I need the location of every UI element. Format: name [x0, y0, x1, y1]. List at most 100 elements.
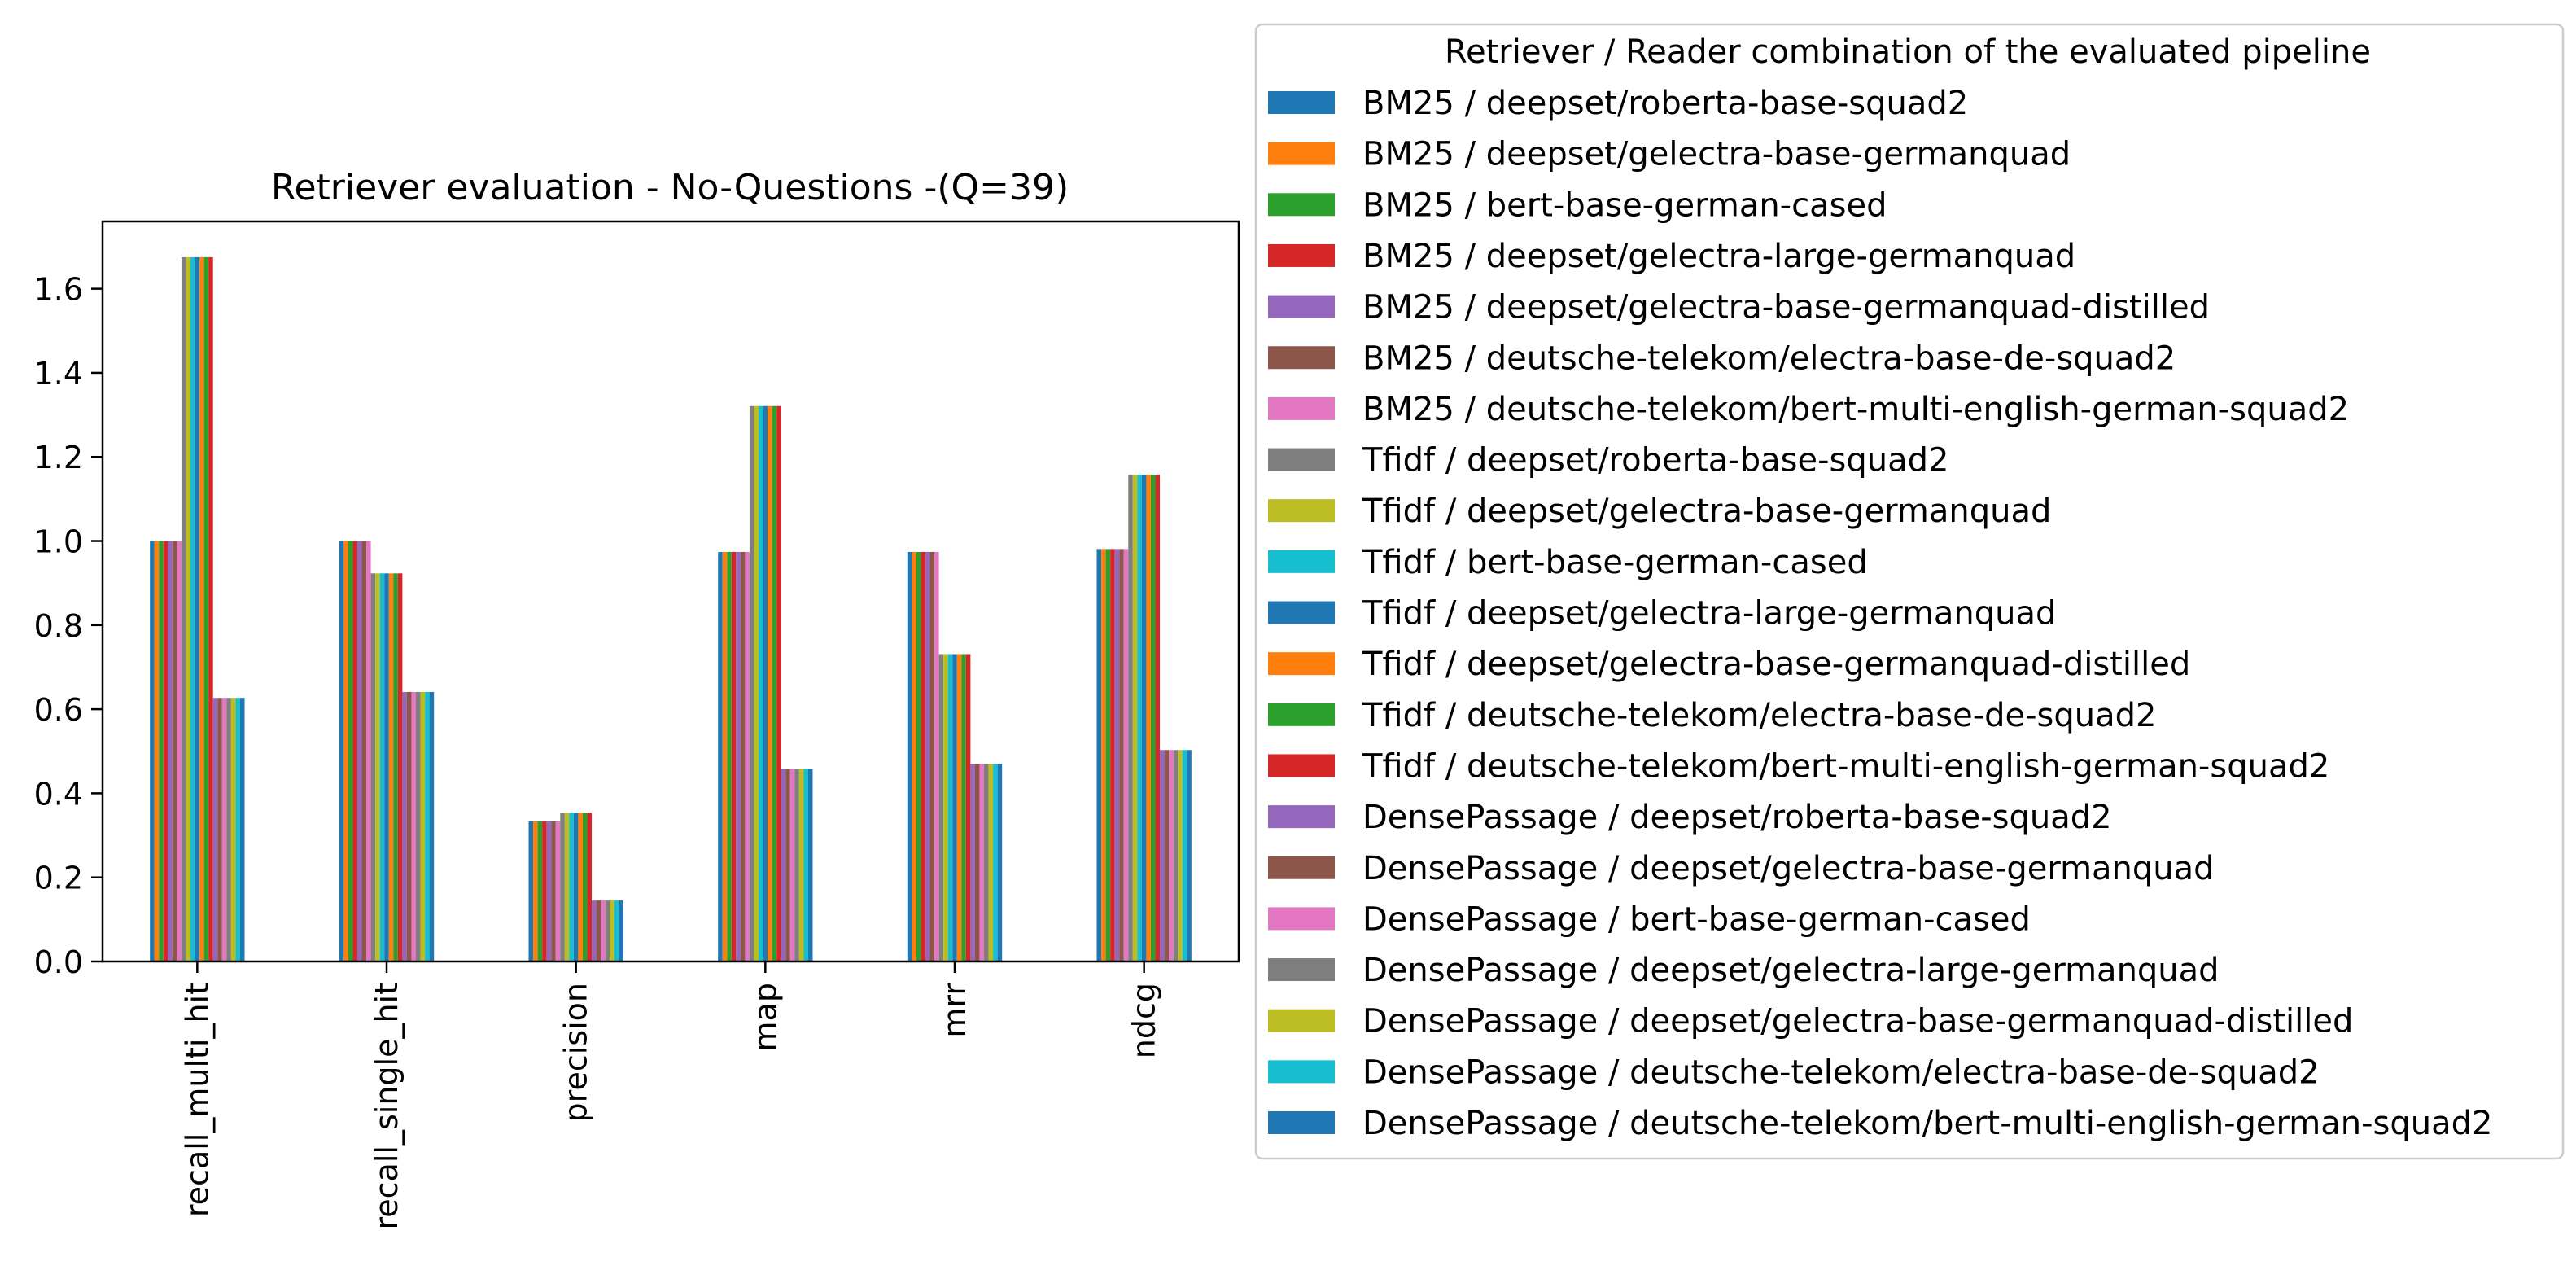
bar [235, 698, 240, 961]
bar [1169, 750, 1174, 961]
bar [217, 698, 222, 961]
bar [785, 769, 790, 961]
bar [794, 769, 799, 961]
bar [1114, 549, 1120, 961]
bar [551, 821, 556, 961]
bar [1164, 750, 1170, 961]
bar [1182, 750, 1187, 961]
legend-label: Tfidf / bert-base-german-cased [1362, 544, 1868, 581]
x-axis: recall_multi_hit recall_single_hit precisi… [179, 961, 1162, 1230]
bar [168, 541, 173, 961]
legend-label: Tfidf / deepset/gelectra-large-germanqua… [1362, 595, 2056, 633]
x-tick-label: recall_multi_hit [179, 983, 215, 1217]
bar [929, 551, 935, 961]
bar [537, 821, 543, 961]
bar [943, 654, 948, 961]
bar [974, 764, 980, 961]
bar [619, 900, 623, 961]
bar [596, 900, 601, 961]
bar [429, 691, 435, 961]
bar [221, 698, 227, 961]
bar [1096, 549, 1102, 961]
legend-swatch [1268, 805, 1335, 829]
bar [420, 691, 426, 961]
bar [352, 541, 357, 961]
y-tick-label: 1.2 [34, 440, 83, 475]
legend-label: DensePassage / deepset/roberta-base-squa… [1362, 799, 2112, 836]
legend-label: BM25 / deepset/roberta-base-squad2 [1362, 85, 1968, 122]
bar [979, 764, 985, 961]
bar [988, 764, 994, 961]
bar [605, 900, 610, 961]
legend-label: DensePassage / deutsche-telekom/bert-mul… [1362, 1105, 2492, 1142]
y-tick-label: 0.6 [34, 692, 83, 728]
bar [1123, 549, 1129, 961]
legend-label: BM25 / deutsche-telekom/electra-base-de-… [1362, 339, 2176, 377]
legend-swatch [1268, 448, 1335, 471]
legend-swatch [1268, 295, 1335, 318]
bar [199, 256, 204, 961]
bar [172, 541, 177, 961]
bar [339, 541, 344, 961]
legend-label: BM25 / deutsche-telekom/bert-multi-engli… [1362, 391, 2349, 428]
legend-swatch [1268, 1009, 1335, 1032]
bar [1160, 750, 1165, 961]
legend-swatch [1268, 958, 1335, 982]
bar [416, 691, 421, 961]
bar [1105, 549, 1111, 961]
bar [722, 551, 728, 961]
legend-swatch [1268, 1060, 1335, 1084]
bar [542, 821, 547, 961]
bar [1128, 474, 1133, 961]
bar [947, 654, 953, 961]
bar [614, 900, 619, 961]
legend-title: Retriever / Reader combination of the ev… [1445, 33, 2371, 71]
legend-label: DensePassage / bert-base-german-cased [1362, 900, 2031, 938]
plot-area-frame [101, 220, 1240, 963]
legend-swatch [1268, 856, 1335, 879]
bar [1187, 750, 1192, 961]
bar [1119, 549, 1124, 961]
bar [587, 813, 593, 961]
bar [601, 900, 606, 961]
bar [907, 551, 912, 961]
bar [1101, 549, 1106, 961]
legend-label: BM25 / deepset/gelectra-base-germanquad [1362, 136, 2071, 173]
bar [1173, 750, 1179, 961]
bar [546, 821, 552, 961]
bar [718, 551, 723, 961]
bar [564, 813, 570, 961]
bar [934, 551, 939, 961]
bar [569, 813, 574, 961]
bar [610, 900, 614, 961]
legend-label: BM25 / deepset/gelectra-large-germanquad [1362, 238, 2075, 275]
legend-swatch [1268, 142, 1335, 165]
bar [402, 691, 407, 961]
legend-swatch [1268, 652, 1335, 676]
bar [177, 541, 182, 961]
bar [226, 698, 231, 961]
bar [965, 654, 971, 961]
bar [997, 764, 1003, 961]
bar [406, 691, 412, 961]
bar [993, 764, 998, 961]
x-tick-label: ndcg [1126, 983, 1162, 1058]
bar [789, 769, 795, 961]
bar [984, 764, 989, 961]
legend-label: Tfidf / deepset/gelectra-base-germanquad… [1362, 646, 2190, 683]
bar [375, 573, 380, 961]
legend-label: DensePassage / deutsche-telekom/electra-… [1362, 1053, 2320, 1091]
y-tick-label: 1.6 [34, 272, 83, 308]
legend-swatch [1268, 601, 1335, 624]
legend-label: Tfidf / deutsche-telekom/electra-base-de… [1362, 697, 2157, 734]
legend-swatch [1268, 346, 1335, 370]
bar [952, 654, 957, 961]
bar [768, 405, 772, 962]
bar [592, 900, 597, 961]
bar-group [150, 256, 1192, 962]
bar [582, 813, 588, 961]
y-tick-label: 0.8 [34, 608, 83, 644]
legend-label: DensePassage / deepset/gelectra-base-ger… [1362, 850, 2215, 887]
y-tick-label: 1.0 [34, 524, 83, 560]
bar [1150, 474, 1156, 961]
